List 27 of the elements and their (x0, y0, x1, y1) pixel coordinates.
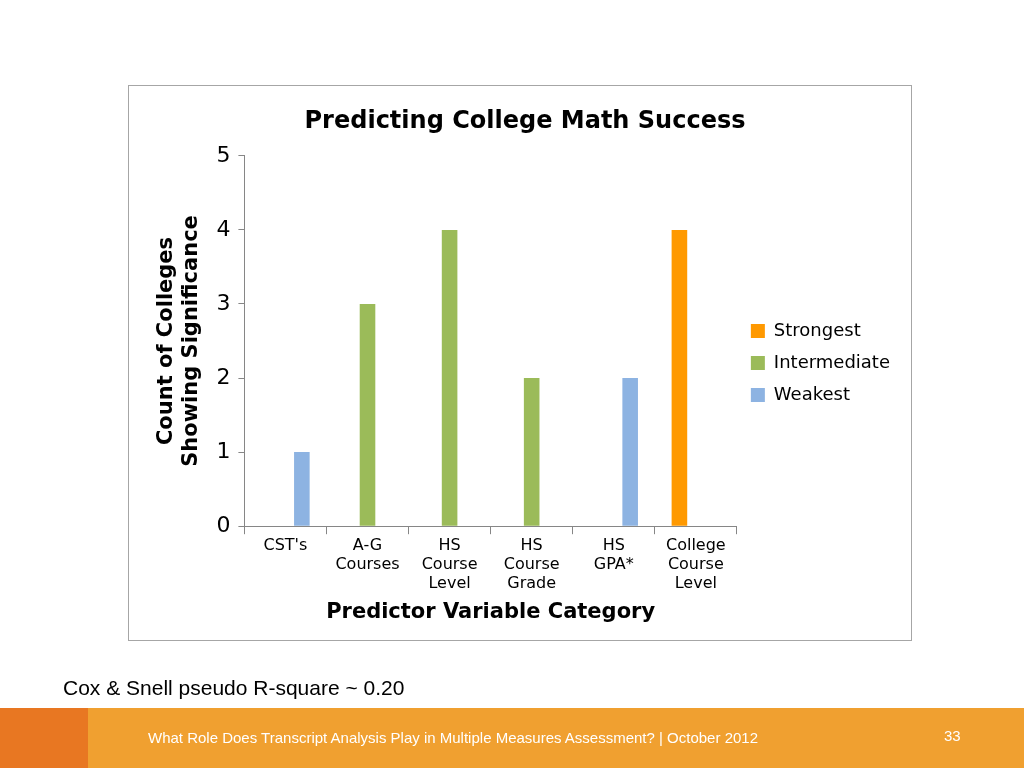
y-tick-label: 0 (216, 511, 231, 537)
legend-label: Strongest (773, 318, 861, 340)
bar (441, 229, 458, 526)
legend-label: Weakest (773, 382, 851, 404)
bar (671, 229, 688, 526)
bar (359, 303, 376, 526)
legend-label: Intermediate (773, 350, 891, 372)
bar (622, 378, 638, 526)
x-tick-label: HS GPA* (593, 534, 634, 574)
y-tick-label: 3 (216, 289, 231, 315)
text: 33 (944, 727, 961, 744)
x-tick-label: CST's (263, 534, 308, 554)
x-tick-label: HS Course Level (421, 534, 478, 593)
text: What Role Does Transcript Analysis Play in Multiple Measures Assessment? | October 2012 (148, 729, 758, 746)
x-tick-label: College Course Level (665, 534, 726, 593)
y-tick-label: 4 (216, 215, 231, 241)
bar (523, 378, 540, 526)
x-axis-title: Predictor Variable Category (326, 598, 656, 623)
x-tick-label: HS Course Grade (503, 534, 560, 593)
y-axis-title: Count of Colleges Showing Significance (153, 215, 203, 467)
bar (294, 452, 310, 526)
x-tick-label: A-G Courses (335, 534, 400, 574)
chart-title: Predicting College Math Success (304, 105, 746, 134)
text: Cox & Snell pseudo R-square ~ 0.20 (63, 676, 405, 700)
y-tick-label: 5 (216, 141, 231, 167)
y-tick-label: 2 (216, 363, 231, 389)
y-tick-label: 1 (216, 437, 231, 463)
